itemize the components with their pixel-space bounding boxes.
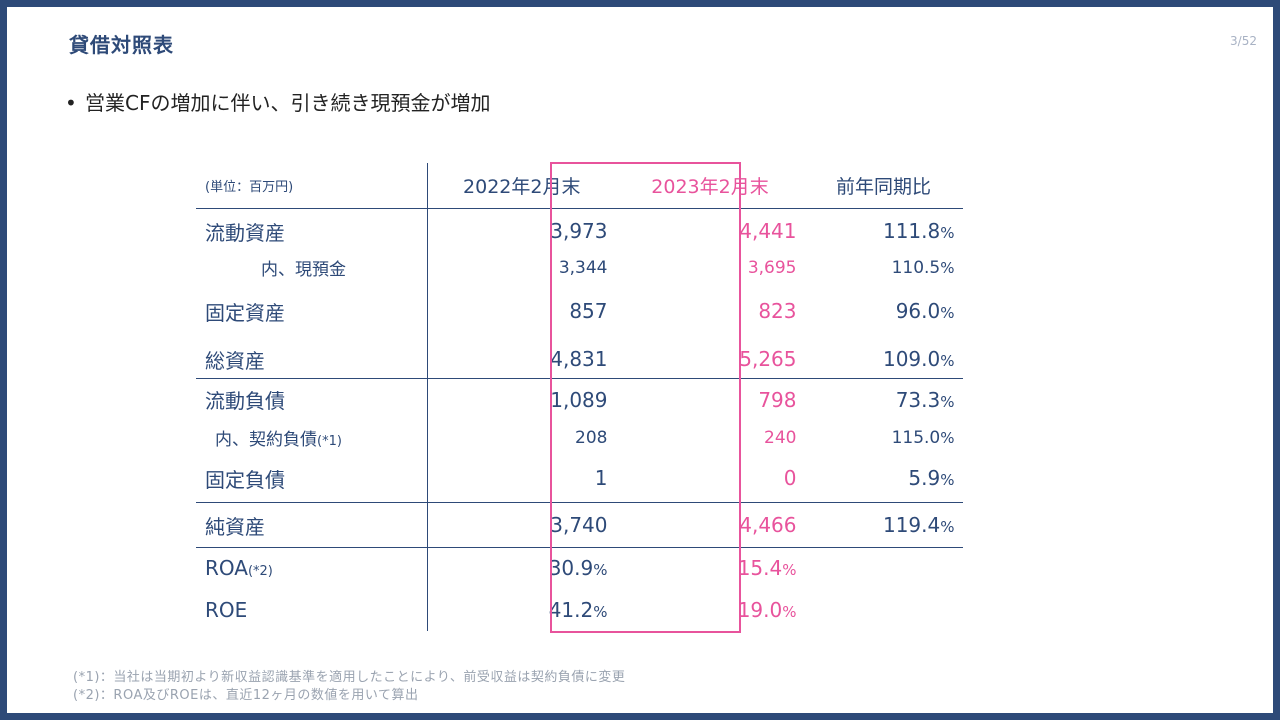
header-2023: 2023年2月末: [651, 176, 769, 198]
value-2022: 41.2%: [427, 588, 616, 631]
table-row: 内、契約負債(*1) 208 240 115.0%: [196, 420, 963, 455]
header-2022: 2022年2月末: [427, 163, 616, 209]
footnotes: (*1)：当社は当期初より新収益認識基準を適用したことにより、前受収益は契約負債…: [73, 669, 625, 705]
value-2022: 857: [427, 281, 616, 341]
table-row: 固定資産 857 823 96.0%: [196, 281, 963, 341]
value-2023: 240: [764, 427, 797, 448]
row-label: 固定負債: [205, 467, 285, 492]
value-yoy: 5.9%: [908, 466, 955, 491]
value-2023: 4,441: [615, 208, 805, 254]
unit-label: (単位：百万円): [205, 180, 294, 195]
row-label: 流動負債: [196, 378, 428, 421]
value-yoy: 110.5%: [891, 257, 955, 278]
value-2022: 30.9%: [427, 547, 616, 589]
value-2022: 1: [427, 454, 616, 503]
table-row: ROA(*2) 30.9% 15.4%: [196, 547, 963, 589]
value-2023: 4,466: [615, 502, 805, 548]
row-label: ROE: [205, 597, 248, 622]
row-label: 内、契約負債(*1): [215, 430, 342, 450]
table-row: 純資産 3,740 4,466 119.4%: [196, 502, 963, 548]
value-2023: 798: [615, 378, 805, 421]
value-2022: 3,973: [427, 208, 616, 254]
page-number: 3/52: [1230, 34, 1257, 48]
bullet-point: • 営業CFの増加に伴い、引き続き現預金が増加: [65, 87, 490, 116]
row-label: 純資産: [196, 502, 428, 548]
table-row: 総資産 4,831 5,265 109.0%: [196, 340, 963, 379]
value-2023: 19.0%: [737, 597, 797, 622]
balance-sheet-table: (単位：百万円) 2022年2月末 2023年2月末 前年同期比 流動資産 3,…: [196, 163, 963, 631]
value-2023: 0: [783, 466, 797, 491]
value-2022: 4,831: [427, 340, 616, 379]
table-row: ROE 41.2% 19.0%: [196, 588, 963, 631]
table-header-row: (単位：百万円) 2022年2月末 2023年2月末 前年同期比: [196, 163, 963, 209]
value-yoy: 73.3%: [804, 378, 963, 421]
footnote-2: (*2)：ROA及びROEは、直近12ヶ月の数値を用いて算出: [73, 688, 419, 703]
value-2022: 3,344: [427, 253, 616, 282]
value-2023: 15.4%: [615, 547, 805, 589]
table-row: 内、現預金 3,344 3,695 110.5%: [196, 253, 963, 282]
value-2023: 3,695: [747, 257, 797, 278]
row-label: ROA(*2): [196, 547, 428, 589]
bullet-dot-icon: •: [65, 91, 77, 115]
bullet-text: 営業CFの増加に伴い、引き続き現預金が増加: [85, 91, 491, 115]
footnote-1: (*1)：当社は当期初より新収益認識基準を適用したことにより、前受収益は契約負債…: [73, 670, 626, 685]
value-yoy: 109.0%: [882, 347, 955, 372]
value-2022: 3,740: [427, 502, 616, 548]
page-title: 貸借対照表: [69, 33, 174, 57]
value-yoy: 119.4%: [804, 502, 963, 548]
row-label: 総資産: [205, 348, 265, 373]
row-label: 固定資産: [205, 300, 285, 325]
value-yoy-empty: [804, 547, 963, 589]
value-yoy-empty: [805, 589, 963, 631]
value-2022: 208: [427, 420, 616, 455]
header-yoy: 前年同期比: [835, 176, 931, 198]
value-2023: 823: [758, 299, 797, 323]
value-yoy: 115.0%: [891, 427, 955, 448]
table-row: 固定負債 1 0 5.9%: [196, 454, 963, 503]
value-yoy: 111.8%: [804, 208, 963, 254]
table-row: 流動資産 3,973 4,441 111.8%: [196, 208, 963, 254]
value-2023: 5,265: [739, 347, 797, 372]
row-label: 内、現預金: [261, 260, 346, 280]
row-label: 流動資産: [196, 208, 428, 254]
value-2022: 1,089: [427, 378, 616, 421]
table-row: 流動負債 1,089 798 73.3%: [196, 378, 963, 421]
value-yoy: 96.0%: [895, 299, 955, 323]
